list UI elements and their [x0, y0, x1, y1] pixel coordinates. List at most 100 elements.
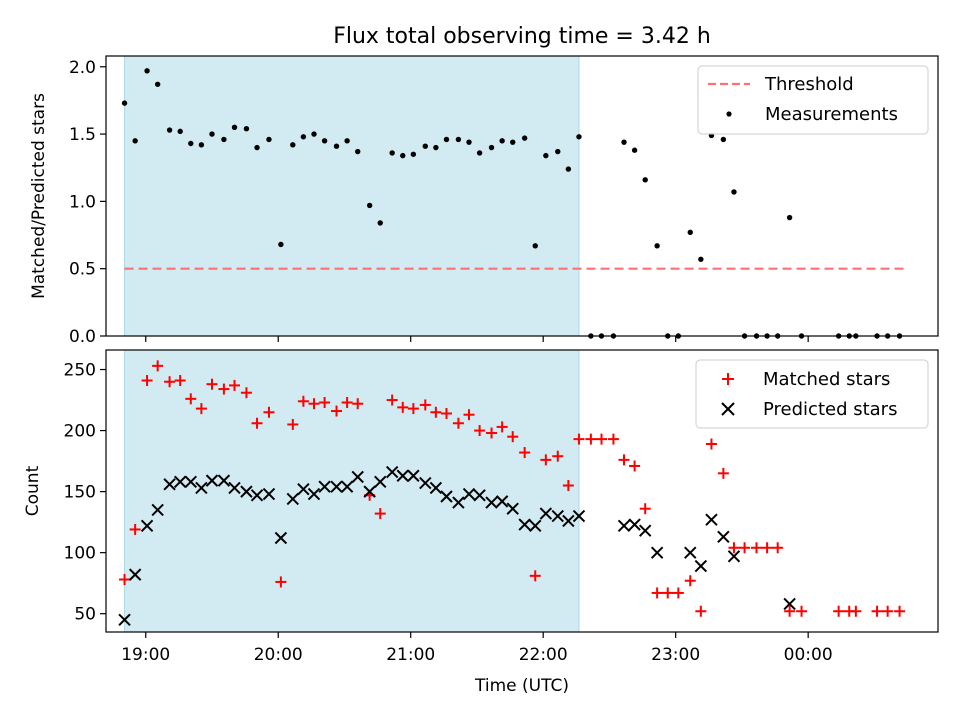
matched-star-point	[562, 480, 574, 492]
predicted-star-point	[440, 490, 453, 503]
measurement-point	[154, 81, 161, 87]
bot-y-tick-label: 50	[74, 605, 96, 625]
figure-title: Flux total observing time = 3.42 h	[333, 24, 711, 49]
measurement-point	[278, 241, 284, 248]
predicted-star-point	[462, 487, 476, 501]
predicted-star-point	[396, 469, 409, 482]
predicted-star-point	[539, 507, 553, 520]
matched-star-point	[486, 427, 498, 439]
legend-matched-swatch	[722, 373, 734, 385]
predicted-star-point	[228, 481, 241, 495]
matched-star-point	[275, 576, 287, 588]
matched-star-point	[407, 403, 419, 415]
bot-y-tick-label: 100	[64, 544, 96, 564]
predicted-star-point	[551, 509, 564, 523]
predicted-star-point	[727, 550, 741, 563]
predicted-star-point	[705, 513, 718, 526]
top-y-tick-label: 0.0	[69, 327, 96, 347]
legend-predicted-label: Predicted stars	[763, 399, 897, 420]
matched-star-point	[195, 403, 207, 415]
measurement-point	[510, 139, 516, 145]
measurement-point	[576, 134, 582, 140]
predicted-star-point	[286, 492, 300, 506]
predicted-star-point	[163, 478, 176, 491]
top-x-tick-marks	[145, 336, 809, 342]
matched-star-point	[206, 378, 218, 390]
predicted-star-point	[617, 519, 631, 532]
matched-star-point	[331, 405, 343, 417]
matched-star-point	[739, 542, 751, 554]
matched-star-point	[507, 431, 519, 443]
predicted-star-point	[173, 475, 187, 489]
matched-star-point	[352, 398, 364, 410]
predicted-star-point	[650, 546, 664, 559]
matched-star-point	[519, 447, 531, 459]
matched-star-point	[174, 375, 186, 387]
legend-threshold-label: Threshold	[764, 74, 854, 95]
legend-matched-label: Matched stars	[763, 369, 890, 390]
top-y-axis: 0.0 0.5 1.0 1.5 2.0	[69, 58, 106, 347]
x-tick-label: 19:00	[121, 645, 170, 665]
matched-star-point	[164, 376, 176, 388]
measurement-point	[144, 68, 150, 74]
predicted-star-point	[385, 465, 399, 479]
measurement-point	[786, 214, 793, 221]
predicted-star-point	[628, 518, 641, 531]
predicted-star-point	[307, 487, 321, 501]
measurement-point	[731, 189, 737, 195]
matched-star-point	[319, 396, 331, 408]
x-tick-label: 20:00	[254, 645, 303, 665]
measurement-point	[121, 100, 128, 106]
measurement-point	[642, 177, 648, 183]
bot-y-tick-label: 250	[64, 361, 96, 381]
predicted-star-point	[518, 518, 531, 531]
measurement-point	[443, 136, 450, 143]
measurement-point	[455, 136, 462, 143]
measurement-point	[466, 139, 472, 145]
predicted-star-point	[562, 514, 575, 528]
predicted-star-point	[118, 613, 131, 626]
matched-star-point	[750, 542, 762, 554]
measurement-point	[400, 152, 406, 159]
measurement-point	[333, 143, 340, 149]
x-tick-label: 00:00	[784, 645, 833, 665]
predicted-star-point	[240, 485, 253, 498]
matched-star-point	[552, 450, 564, 462]
measurement-point	[290, 142, 296, 148]
top-y-tick-label: 1.0	[69, 192, 96, 212]
predicted-star-point	[452, 496, 465, 509]
predicted-star-point	[274, 531, 288, 545]
top-y-axis-label: Matched/Predicted stars	[29, 93, 49, 299]
top-y-tick-label: 1.5	[69, 125, 96, 145]
top-plot-frame	[105, 55, 939, 337]
predicted-star-point	[495, 495, 509, 508]
matched-star-point	[796, 605, 808, 617]
measurement-point	[177, 128, 183, 135]
measurement-point	[410, 151, 417, 157]
matched-star-point	[341, 396, 353, 408]
matched-star-point	[240, 387, 252, 399]
bottom-panel: 50 100 150 200 250 19:00 20:00 21:00 22:00 23:00…	[23, 349, 939, 665]
bottom-y-axis: 50 100 150 200 250	[64, 361, 106, 625]
measurement-point	[188, 140, 194, 147]
measurement-point	[621, 139, 627, 145]
matched-star-point	[540, 454, 552, 466]
measurement-point	[654, 243, 660, 249]
matched-star-point	[662, 587, 674, 599]
measurement-point	[377, 220, 383, 226]
matched-star-point	[717, 467, 729, 479]
predicted-star-point	[694, 559, 708, 573]
measurement-point	[698, 256, 704, 262]
matched-star-point	[129, 523, 141, 535]
predicted-star-point	[639, 524, 652, 537]
matched-star-point	[772, 542, 784, 554]
matched-star-point	[672, 587, 684, 599]
legend-predicted-swatch	[721, 402, 735, 416]
measurement-point	[321, 138, 328, 144]
x-tick-label: 23:00	[651, 645, 700, 665]
matched-star-point	[882, 605, 894, 617]
measurement-point	[389, 150, 395, 156]
predicted-star-point	[684, 546, 697, 559]
measurement-point	[166, 127, 173, 133]
